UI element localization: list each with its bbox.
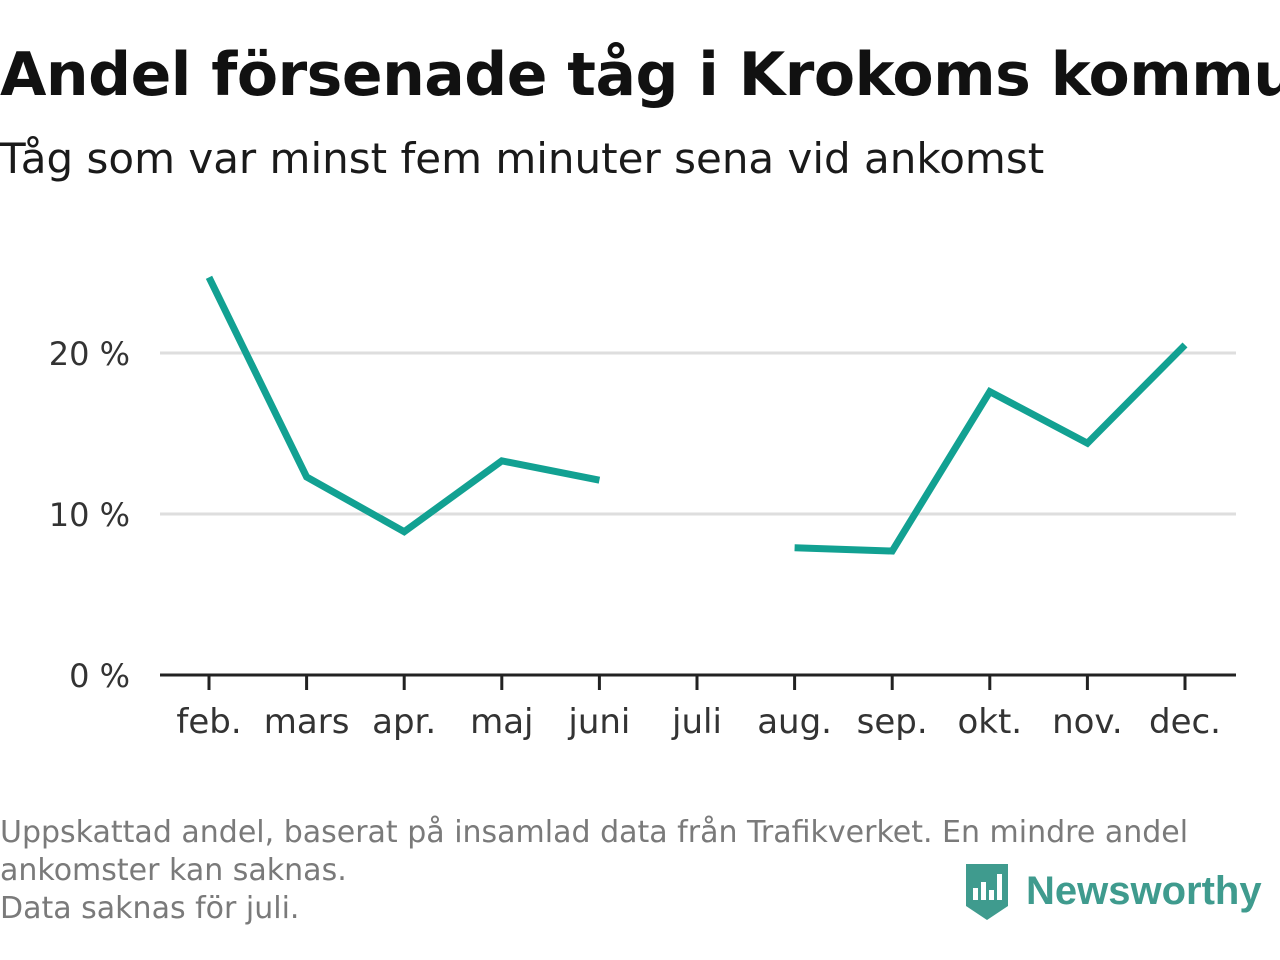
footnote-line: Uppskattad andel, baserat på insamlad da… [0,815,1189,850]
x-tick-label: juli [671,702,722,742]
x-tick-label: okt. [957,702,1022,742]
newsworthy-logo-icon [966,864,1008,920]
x-tick-label: mars [264,702,350,742]
x-tick-label: juni [567,702,630,742]
series-line [205,275,601,536]
x-tick-label: feb. [176,702,241,742]
x-tick-label: aug. [757,702,832,742]
x-tick-label: nov. [1052,702,1123,742]
x-tick-label: sep. [857,702,928,742]
brand-name: Newsworthy [1026,868,1262,913]
footnote-line: ankomster kan saknas. [0,853,347,888]
x-tick-label: dec. [1149,702,1221,742]
x-tick-label: apr. [372,702,436,742]
line-chart: 0 % 10 % 20 % feb. mars apr. maj juni juli aug. se… [49,275,1236,742]
series-line [794,342,1188,555]
chart-title: Andel försenade tåg i Krokoms kommun [0,40,1280,110]
chart-subtitle: Tåg som var minst fem minuter sena vid a… [0,134,1045,183]
y-tick-label: 10 % [49,496,130,534]
brand: Newsworthy [962,860,1262,922]
y-tick-label: 20 % [49,335,130,373]
footnote: Uppskattad andel, baserat på insamlad da… [0,814,1270,928]
y-tick-label: 0 % [69,657,130,695]
x-tick-label: maj [470,702,533,742]
footnote-line: Data saknas för juli. [0,891,300,926]
